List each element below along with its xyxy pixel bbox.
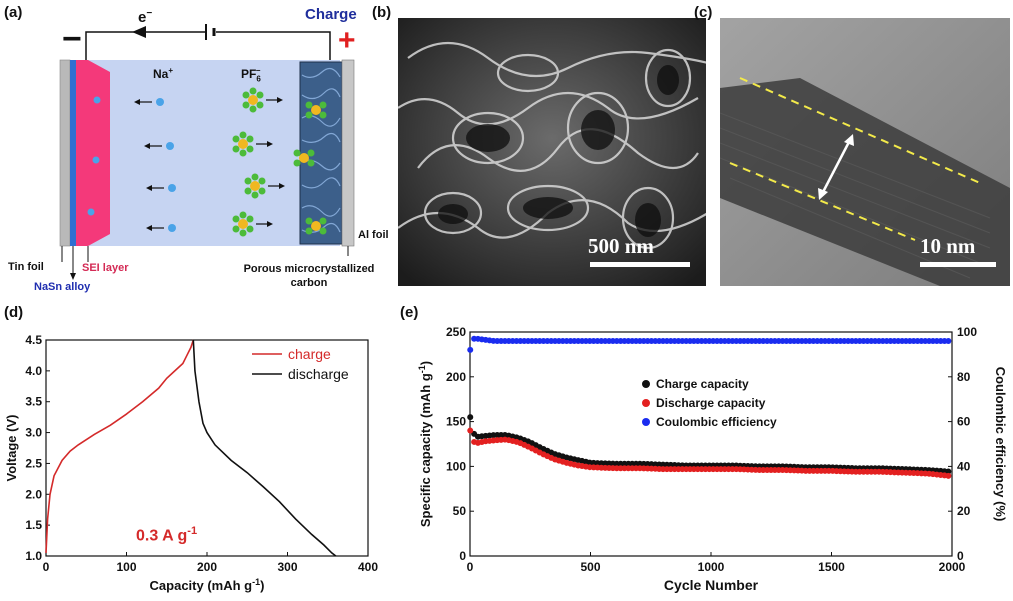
y-tick-label-d: 3.0 — [25, 426, 42, 440]
series-discharge-capacity — [467, 427, 952, 479]
series-coulombic-efficiency — [467, 335, 952, 353]
x-axis-label-e: Cycle Number — [664, 577, 759, 593]
external-circuit — [85, 31, 331, 60]
tem-thickness-arrow — [820, 139, 852, 195]
y-right-tick-label-e: 40 — [957, 459, 971, 473]
y-tick-label-d: 1.0 — [25, 549, 42, 563]
y-left-tick-label-e: 200 — [446, 370, 466, 384]
porous-carbon-label: Porous microcrystallized carbon — [243, 263, 375, 289]
x-tick-label-d: 100 — [116, 560, 136, 574]
porous-carbon-cathode — [299, 61, 343, 245]
data-point — [467, 414, 474, 421]
sem-texture — [398, 18, 706, 286]
y-left-tick-label-e: 250 — [446, 325, 466, 339]
cycling-chart: 0 500 1000 1500 2000050100150200250020406080… — [417, 325, 1008, 593]
y-right-tick-label-e: 100 — [957, 325, 977, 339]
y-right-tick-label-e: 60 — [957, 415, 971, 429]
pf6-ions — [232, 87, 327, 237]
al-foil — [341, 59, 355, 247]
data-point — [945, 337, 952, 344]
sei-layer — [76, 60, 110, 246]
x-tick-label-d: 400 — [358, 560, 378, 574]
tem-edge-bottom — [729, 162, 916, 241]
na-ions — [134, 98, 176, 232]
data-point — [467, 427, 474, 434]
y-left-tick-label-e: 100 — [446, 459, 466, 473]
sem-scale-bar — [590, 262, 690, 267]
y-tick-label-d: 4.0 — [25, 364, 42, 378]
y-right-tick-label-e: 0 — [957, 549, 964, 563]
x-axis-label-d: Capacity (mAh g-1) — [150, 577, 265, 593]
legend-label-charge: charge — [288, 346, 331, 362]
tem-image: 10 nm — [720, 18, 1010, 286]
series-line-charge — [45, 339, 195, 553]
nasn-alloy-label: NaSn alloy — [34, 281, 91, 293]
na-ion-label: Na+ — [153, 66, 174, 81]
y-left-axis-label-e: Specific capacity (mAh g-1) — [417, 361, 433, 527]
x-tick-label-e: 1500 — [818, 560, 845, 574]
panel-b-letter: (b) — [372, 4, 392, 21]
tem-edge-top — [739, 77, 981, 184]
data-point — [467, 346, 474, 353]
legend-label-discharge: discharge — [288, 366, 349, 382]
panel-e-letter: (e) — [400, 304, 419, 321]
y-tick-label-d: 2.0 — [25, 487, 42, 501]
x-tick-label-e: 0 — [467, 560, 474, 574]
al-foil-label: Al foil — [358, 229, 389, 241]
charge-label: Charge — [305, 6, 357, 23]
tem-scale-bar — [920, 262, 996, 267]
series-line-discharge — [192, 339, 337, 557]
rate-label: 0.3 A g-1 — [136, 525, 198, 545]
sei-layer-label: SEI layer — [82, 262, 129, 274]
voltage-capacity-chart: 0 100 200 300 400 1.0 1.5 2.0 2.5 3.0 3.5 4.0 4.5 Cap… — [4, 333, 378, 593]
y-left-tick-label-e: 50 — [453, 504, 467, 518]
panel-d-letter: (d) — [4, 304, 24, 321]
legend-marker-0 — [642, 380, 650, 388]
plot-frame-e — [469, 331, 953, 557]
tem-scale-label: 10 nm — [920, 234, 976, 258]
legend-label-2: Coulombic efficiency — [656, 415, 777, 429]
x-tick-label-e: 2000 — [939, 560, 966, 574]
sem-image: 500 nm — [398, 18, 706, 286]
y-left-tick-label-e: 150 — [446, 415, 466, 429]
y-tick-label-d: 3.5 — [25, 395, 42, 409]
y-tick-label-d: 1.5 — [25, 518, 42, 532]
x-tick-label-e: 1000 — [698, 560, 725, 574]
x-tick-label-d: 0 — [43, 560, 50, 574]
y-right-tick-label-e: 20 — [957, 504, 971, 518]
sem-scale-label: 500 nm — [588, 234, 654, 258]
data-point — [945, 468, 952, 475]
tin-foil — [59, 59, 71, 247]
legend-marker-1 — [642, 399, 650, 407]
electron-label: e− — [138, 8, 153, 26]
legend-label-1: Discharge capacity — [656, 396, 766, 410]
legend-label-0: Charge capacity — [656, 377, 749, 391]
y-left-tick-label-e: 0 — [459, 549, 466, 563]
data-point — [945, 472, 952, 479]
minus-sign: − — [62, 20, 82, 58]
pf6-label: PF6− — [241, 66, 261, 84]
panel-a-letter: (a) — [4, 4, 23, 21]
y-axis-label-d: Voltage (V) — [4, 415, 19, 482]
battery-schematic — [59, 24, 355, 280]
x-tick-label-d: 300 — [277, 560, 297, 574]
y-tick-label-d: 4.5 — [25, 333, 42, 347]
y-right-axis-label-e: Coulombic efficiency (%) — [993, 367, 1008, 522]
legend-marker-2 — [642, 418, 650, 426]
nasn-alloy-layer — [70, 60, 76, 246]
x-tick-label-d: 200 — [197, 560, 217, 574]
plus-sign: + — [338, 24, 356, 57]
tem-texture — [720, 18, 1010, 286]
panel-c-letter: (c) — [694, 4, 713, 21]
y-right-tick-label-e: 80 — [957, 370, 971, 384]
x-tick-label-e: 500 — [580, 560, 600, 574]
electron-arrow — [132, 26, 146, 38]
tin-foil-label: Tin foil — [8, 261, 44, 273]
y-tick-label-d: 2.5 — [25, 456, 42, 470]
